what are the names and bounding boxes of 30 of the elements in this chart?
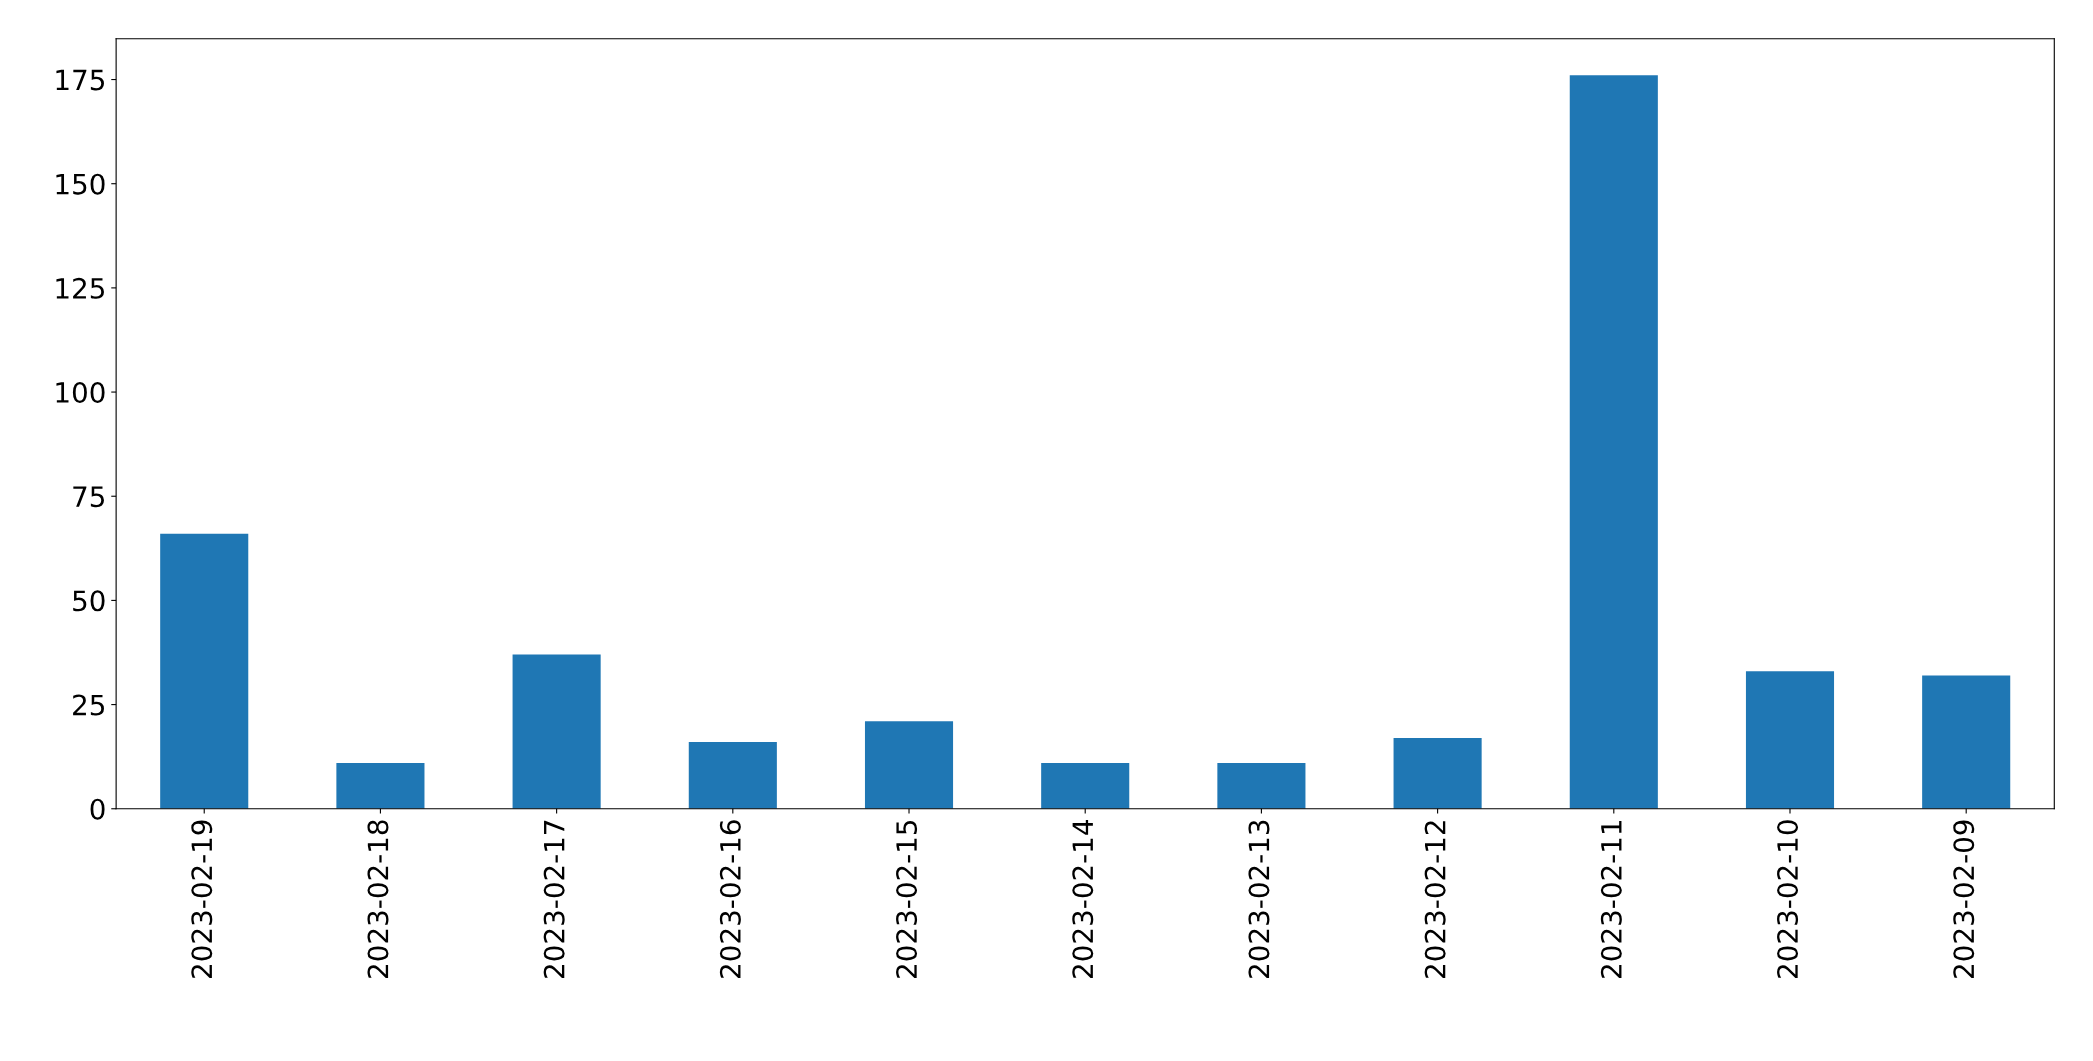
x-tick-label: 2023-02-09 [1953,820,1975,978]
bar [1393,737,1482,809]
x-tick-label: 2023-02-14 [1072,820,1094,978]
bar [1217,762,1306,809]
bar [336,762,425,809]
y-tick-label: 50 [73,590,105,612]
bar [1569,75,1658,809]
bar [160,533,249,809]
bar [864,721,954,809]
bar [1041,762,1130,809]
y-tick-label: 75 [73,486,104,508]
y-tick-label: 175 [56,69,104,91]
y-tick-label: 100 [56,382,105,404]
y-tick-label: 25 [73,694,104,716]
bar [688,742,777,809]
bar [1922,675,2011,809]
x-tick-label: 2023-02-15 [896,820,918,978]
x-tick-label: 2023-02-16 [719,820,741,978]
bar [512,654,601,809]
x-tick-label: 2023-02-13 [1248,820,1270,978]
bar [1745,671,1835,809]
y-tick-label: 0 [90,798,105,820]
x-tick-label: 2023-02-19 [191,820,213,978]
y-tick-label: 125 [56,277,104,299]
x-tick-label: 2023-02-10 [1777,820,1799,978]
x-tick-label: 2023-02-18 [367,820,389,978]
y-tick-label: 150 [56,173,105,195]
x-tick-label: 2023-02-12 [1424,821,1446,978]
x-tick-label: 2023-02-17 [543,820,565,978]
x-tick-label: 2023-02-11 [1600,821,1622,978]
